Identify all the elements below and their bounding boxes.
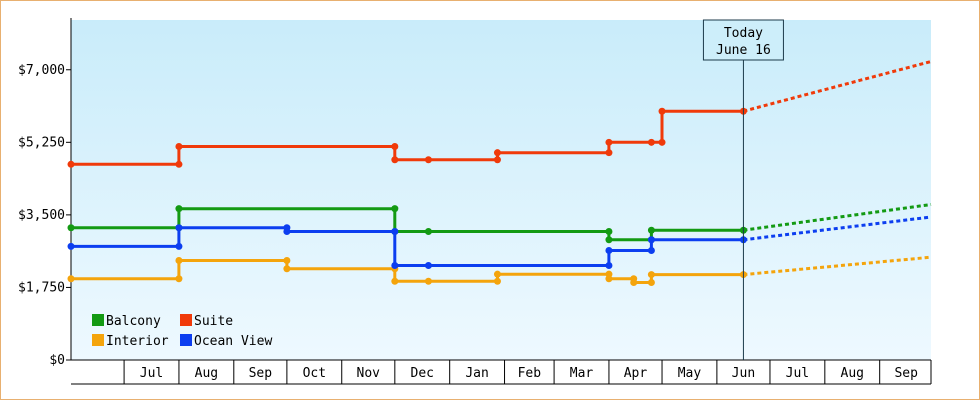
data-point [658, 138, 666, 146]
data-point [424, 261, 432, 269]
legend-label: Interior [106, 334, 169, 349]
data-point [283, 265, 291, 273]
data-point [647, 236, 655, 244]
data-point [493, 149, 501, 157]
data-point [493, 277, 501, 285]
today-label: Today [724, 26, 763, 41]
forecast-line [743, 215, 932, 242]
today-date: June 16 [716, 43, 771, 58]
forecast-line [743, 203, 932, 232]
series-ocean-view [67, 215, 932, 269]
x-tick-label: Jul [140, 366, 163, 381]
legend-swatch [180, 314, 192, 326]
x-tick-label: Apr [624, 366, 648, 381]
x-tick-label: Sep [894, 366, 918, 381]
y-tick-label: $0 [49, 353, 65, 368]
x-tick-label: Jan [465, 366, 488, 381]
data-point [283, 227, 291, 235]
legend-swatch [92, 314, 104, 326]
x-tick-label: Aug [841, 366, 864, 381]
data-point [647, 138, 655, 146]
data-point [605, 227, 613, 235]
legend-label: Balcony [106, 314, 161, 329]
y-tick-label: $1,750 [18, 280, 65, 295]
x-tick-label: Jun [732, 366, 755, 381]
y-tick-label: $5,250 [18, 135, 65, 150]
data-point [605, 247, 613, 255]
x-tick-label: Aug [195, 366, 218, 381]
legend-swatch [180, 334, 192, 346]
data-point [283, 256, 291, 264]
data-point [391, 205, 399, 213]
x-tick-label: Nov [357, 366, 381, 381]
x-tick-label: Sep [249, 366, 273, 381]
data-point [67, 160, 75, 168]
data-point [647, 226, 655, 234]
data-point [67, 242, 75, 250]
data-point [67, 275, 75, 283]
data-point [424, 227, 432, 235]
data-point [67, 224, 75, 232]
data-point [391, 142, 399, 150]
x-tick-label: Mar [570, 366, 594, 381]
data-point [630, 278, 638, 286]
data-point [175, 205, 183, 213]
data-point [175, 242, 183, 250]
series-suite [67, 60, 932, 168]
forecast-line [743, 60, 932, 113]
x-tick-label: Feb [518, 366, 542, 381]
data-point [175, 160, 183, 168]
x-tick-label: Jul [786, 366, 809, 381]
data-point [175, 275, 183, 283]
plot-area [71, 20, 931, 360]
data-point [647, 278, 655, 286]
data-point [175, 142, 183, 150]
legend-label: Ocean View [194, 334, 272, 349]
data-point [647, 271, 655, 279]
legend-label: Suite [194, 314, 233, 329]
data-point [605, 261, 613, 269]
data-point [605, 149, 613, 157]
data-point [424, 156, 432, 164]
data-point [605, 138, 613, 146]
y-tick-label: $3,500 [18, 208, 65, 223]
forecast-line [743, 255, 932, 277]
y-tick-label: $7,000 [18, 63, 65, 78]
x-tick-label: May [678, 366, 702, 381]
data-point [175, 256, 183, 264]
data-point [647, 247, 655, 255]
data-point [175, 224, 183, 232]
data-point [391, 156, 399, 164]
data-point [424, 277, 432, 285]
data-point [493, 270, 501, 278]
x-tick-label: Oct [303, 366, 326, 381]
data-point [605, 236, 613, 244]
data-point [391, 227, 399, 235]
data-point [391, 277, 399, 285]
legend-swatch [92, 334, 104, 346]
x-tick-label: Dec [411, 366, 434, 381]
data-point [391, 261, 399, 269]
data-point [605, 275, 613, 283]
data-point [493, 156, 501, 164]
today-box [702, 19, 784, 61]
data-point [658, 107, 666, 115]
